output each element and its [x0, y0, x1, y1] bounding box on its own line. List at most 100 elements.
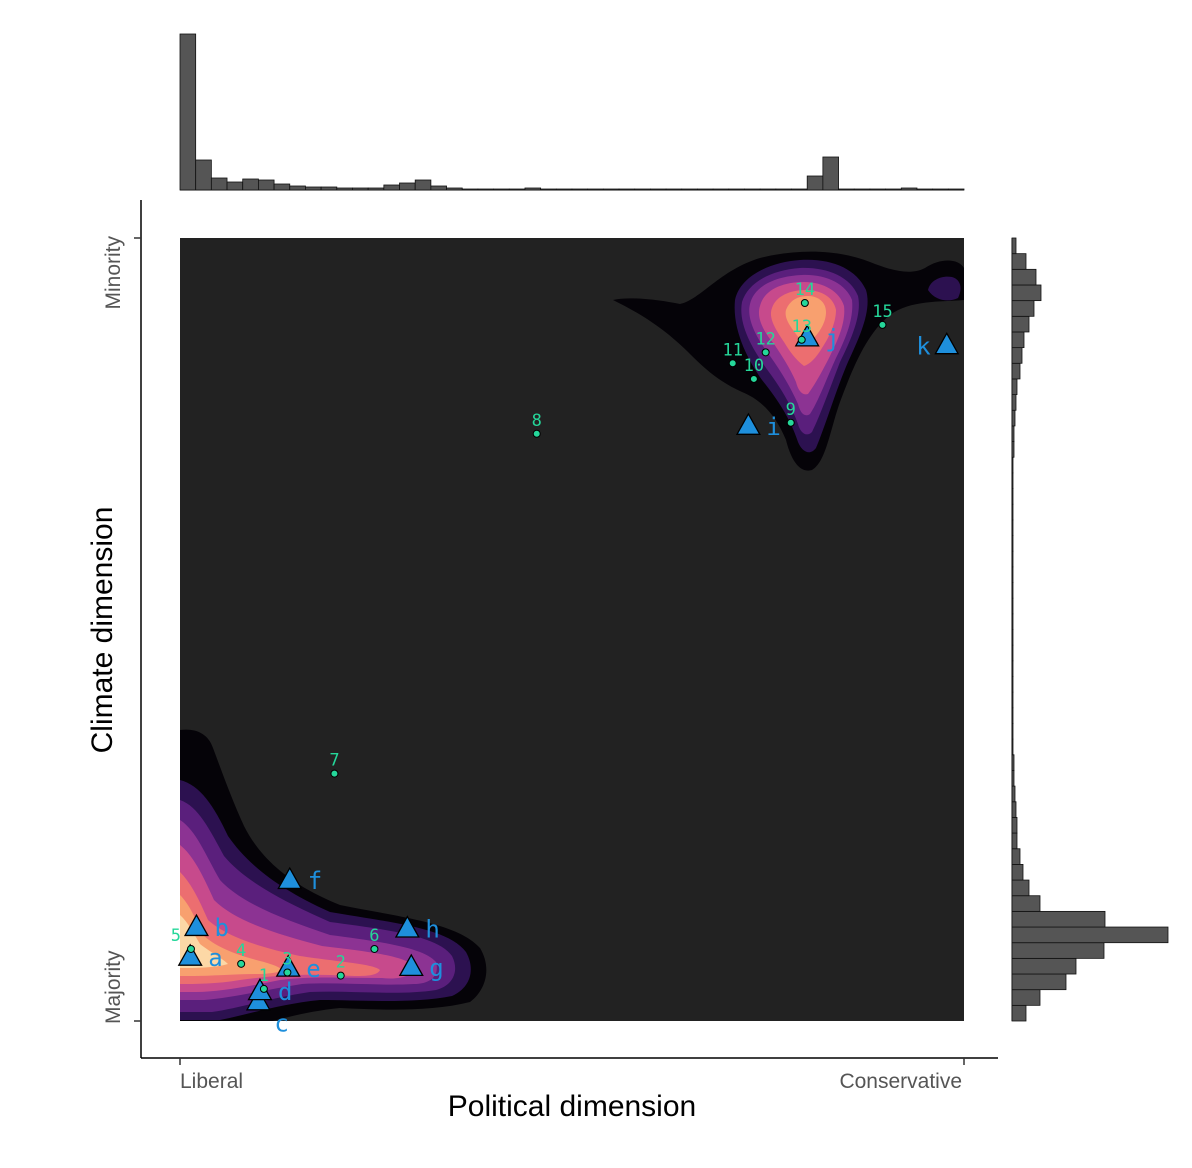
point-label-3: 3	[282, 949, 292, 969]
triangle-label-j: j	[825, 324, 839, 352]
right-hist-bar	[1011, 331, 1025, 349]
top-hist-bar	[461, 188, 479, 191]
right-hist-bar	[1011, 597, 1014, 615]
triangle-label-g: g	[429, 954, 443, 982]
point-marker-1	[259, 984, 268, 993]
top-hist-bar	[869, 188, 886, 191]
point-marker-3	[283, 968, 292, 977]
triangle-marker-g	[398, 953, 424, 977]
top-hist-bar	[712, 188, 730, 191]
point-label-5: 5	[171, 926, 181, 946]
top-histogram	[179, 33, 965, 191]
right-hist-bar	[1011, 879, 1030, 897]
point-label-11: 11	[722, 340, 742, 360]
right-hist-bar	[1011, 347, 1023, 364]
top-hist-bar	[305, 186, 322, 191]
top-hist-bar	[916, 188, 934, 191]
right-hist-bar	[1011, 926, 1169, 944]
triangle-marker-h	[394, 915, 420, 938]
top-hist-bar	[932, 188, 949, 191]
point-label-2: 2	[336, 953, 346, 973]
right-hist-bar	[1011, 456, 1014, 474]
point-label-6: 6	[369, 926, 379, 946]
right-hist-bar	[1011, 895, 1041, 912]
top-hist-bar	[226, 181, 244, 191]
right-hist-bar	[1011, 691, 1014, 709]
top-hist-bar	[336, 187, 353, 191]
triangle-label-b: b	[214, 914, 228, 942]
right-hist-bar	[1011, 723, 1014, 740]
right-hist-bar	[1011, 785, 1016, 803]
right-hist-bar	[1011, 957, 1077, 975]
point-marker-11	[728, 359, 737, 368]
top-hist-bar	[775, 188, 792, 191]
point-marker-8	[532, 429, 541, 438]
top-hist-bar	[179, 33, 197, 191]
right-hist-bar	[1011, 550, 1014, 568]
point-label-10: 10	[744, 356, 764, 376]
top-hist-bar	[602, 188, 620, 191]
top-hist-bar	[744, 188, 761, 191]
top-hist-bar	[477, 188, 495, 191]
right-hist-bar	[1011, 237, 1017, 255]
triangle-label-h: h	[425, 916, 439, 944]
top-hist-bar	[759, 188, 777, 191]
top-hist-bar	[273, 183, 291, 191]
point-marker-6	[370, 944, 379, 953]
right-hist-bar	[1011, 300, 1035, 317]
triangle-label-c: c	[274, 1009, 288, 1037]
top-hist-bar	[383, 184, 400, 191]
top-hist-bar	[681, 188, 698, 191]
top-hist-bar	[853, 188, 871, 191]
triangle-label-a: a	[208, 944, 222, 972]
triangle-label-f: f	[308, 867, 322, 895]
triangle-label-i: i	[766, 413, 780, 441]
right-histogram	[1011, 237, 1169, 1022]
right-hist-bar	[1011, 629, 1014, 646]
right-hist-bar	[1011, 488, 1014, 505]
density-contours	[180, 251, 964, 1021]
right-hist-bar	[1011, 472, 1014, 489]
point-label-14: 14	[795, 280, 815, 300]
top-hist-bar	[242, 178, 259, 191]
point-marker-5	[186, 944, 195, 953]
top-hist-bar	[618, 188, 636, 191]
top-hist-bar	[822, 156, 839, 191]
point-marker-9	[786, 418, 795, 427]
top-hist-bar	[728, 188, 745, 191]
right-hist-bar	[1011, 973, 1067, 991]
point-marker-13	[797, 335, 806, 344]
right-hist-bar	[1011, 738, 1014, 756]
right-hist-bar	[1011, 503, 1014, 521]
density-upper-l6	[785, 296, 826, 342]
triangle-label-e: e	[306, 955, 320, 983]
right-hist-bar	[1011, 582, 1014, 599]
right-hist-bar	[1011, 253, 1027, 270]
top-hist-bar	[947, 188, 965, 191]
right-hist-bar	[1011, 1004, 1027, 1022]
right-hist-bar	[1011, 613, 1014, 630]
right-hist-bar	[1011, 644, 1014, 662]
right-hist-bar	[1011, 660, 1014, 677]
right-hist-bar	[1011, 441, 1015, 458]
right-hist-bar	[1011, 676, 1014, 693]
right-hist-bar	[1011, 832, 1018, 850]
top-hist-bar	[587, 188, 604, 191]
top-hist-bar	[414, 179, 432, 191]
point-marker-2	[336, 971, 345, 980]
top-hist-bar	[446, 187, 463, 191]
top-hist-bar	[195, 159, 212, 191]
density-right-blob	[928, 276, 961, 301]
top-hist-bar	[571, 188, 589, 191]
top-hist-bar	[634, 188, 651, 191]
right-hist-bar	[1011, 378, 1018, 396]
right-hist-bar	[1011, 315, 1030, 333]
right-hist-bar	[1011, 817, 1018, 834]
right-hist-bar	[1011, 801, 1017, 818]
point-marker-14	[800, 298, 809, 307]
point-label-12: 12	[755, 329, 775, 349]
point-marker-15	[878, 320, 887, 329]
top-hist-bar	[665, 188, 683, 191]
